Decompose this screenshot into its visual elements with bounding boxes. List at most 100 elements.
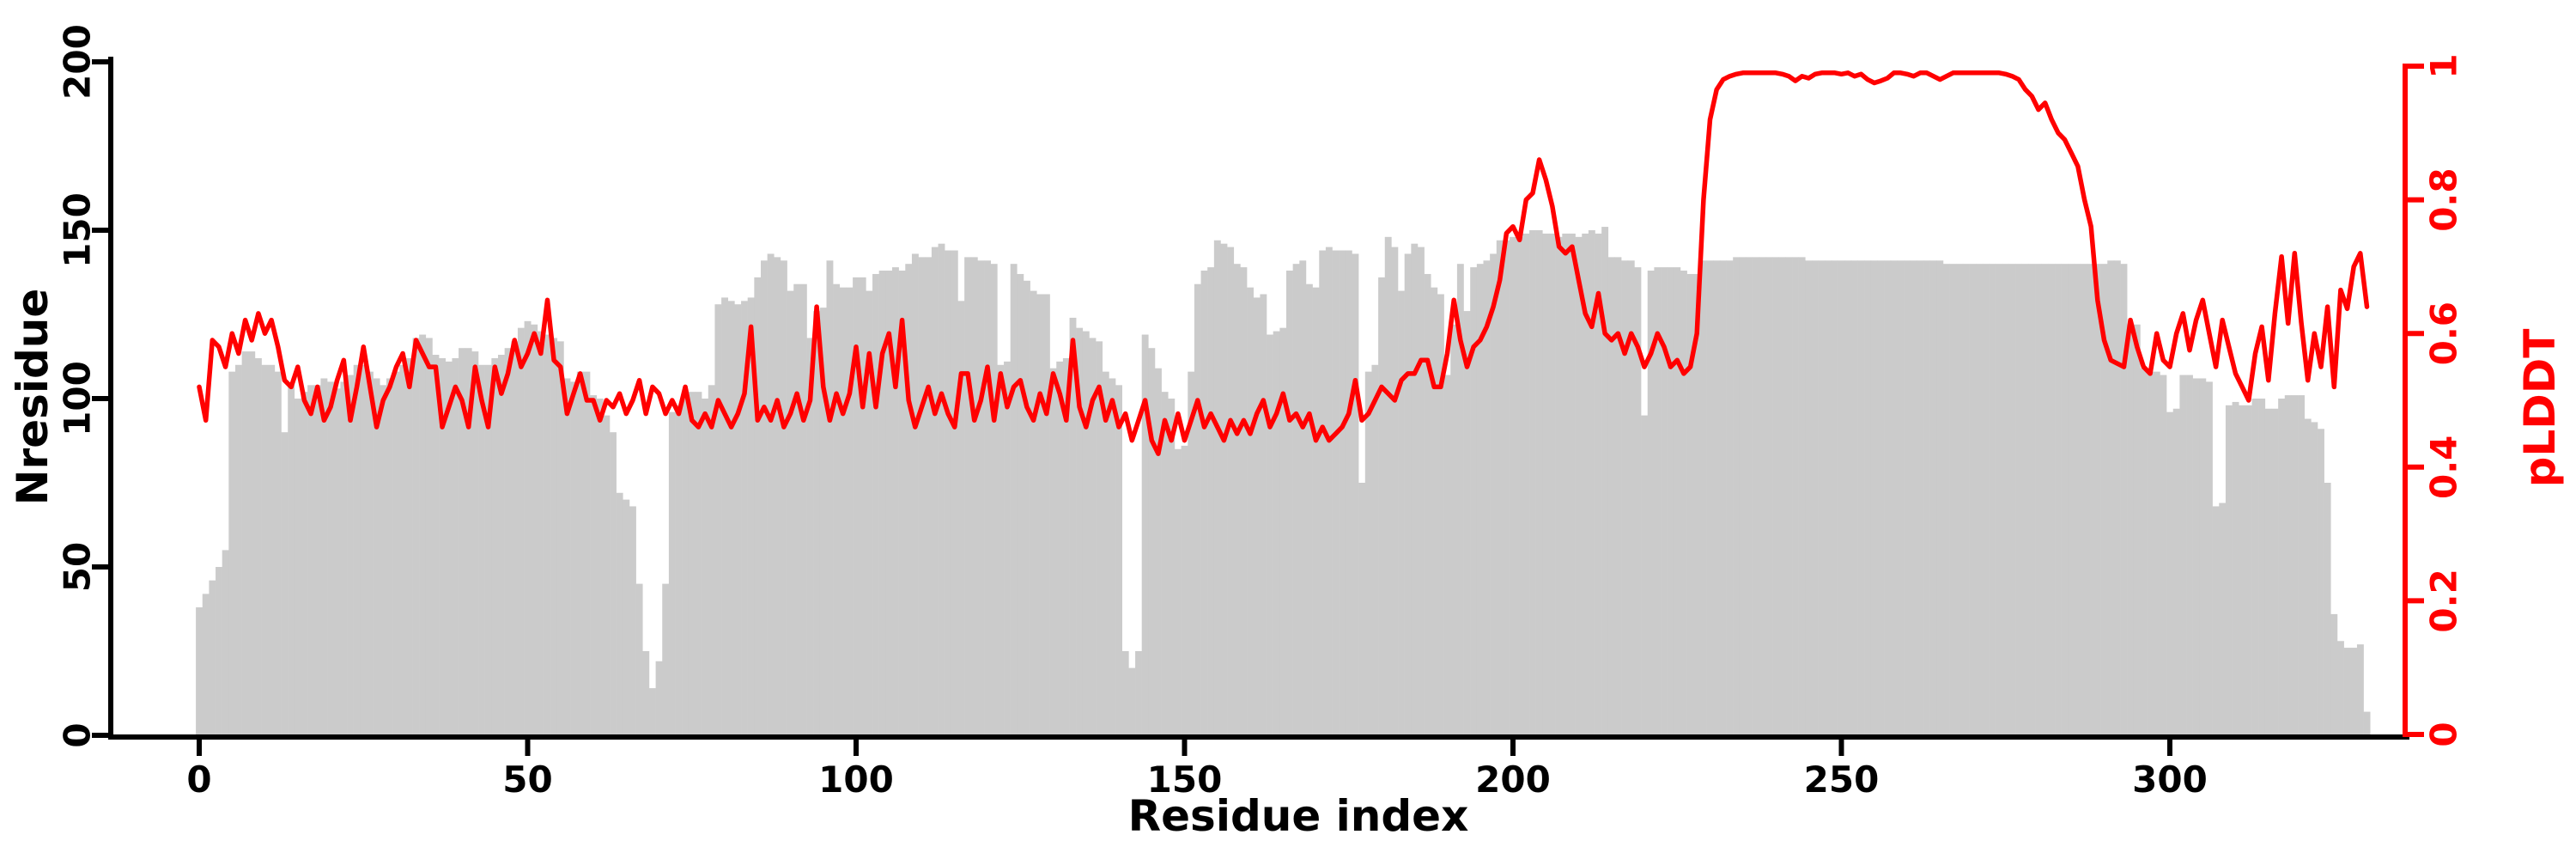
right-tick-label: 0.2 [2423,569,2465,632]
bar [281,432,289,735]
bar [1529,230,1536,735]
bar [1483,260,1491,735]
bar [1155,368,1162,735]
bar [353,364,361,735]
bar [1424,273,1431,736]
plddt-line [197,70,2370,456]
bar [1305,283,1313,736]
bar [2324,483,2331,735]
bar [1838,260,1845,735]
bar [1844,260,1852,735]
bar [386,378,393,735]
bar [2337,641,2344,735]
bar [761,260,768,735]
bar [610,432,617,735]
bar [1956,264,1964,735]
bar [1996,264,2003,735]
bar [1220,243,1228,735]
bar [1253,297,1261,735]
bar [1128,667,1136,735]
bar [373,378,380,735]
bar [839,287,847,735]
bar [301,392,308,735]
bar [1818,260,1826,735]
bar [931,247,939,736]
right-tick-label: 0.6 [2423,302,2465,365]
bar [2068,264,2075,735]
bar [1030,290,1037,735]
bar [1378,277,1385,735]
bar [1358,483,1366,735]
bar [2291,395,2299,735]
bar [2219,503,2227,735]
bar [1686,273,1694,736]
bar [445,361,453,735]
bar [1719,260,1727,735]
bar [1332,250,1340,735]
bar [1943,264,1950,735]
bar [491,357,499,735]
x-axis: 0 50 100 150 200 250 300 [108,734,2409,801]
bar [1292,264,1300,735]
bar [1857,260,1865,735]
bar [1450,324,1458,735]
bar [1667,267,1674,735]
bar [1082,331,1090,735]
bar [806,338,814,735]
bar [872,273,879,736]
bar [2264,408,2272,735]
bar [222,550,229,735]
bar [629,506,636,735]
bar [596,399,604,735]
bar [1476,264,1484,735]
bar [241,351,249,735]
bar [1549,233,1556,735]
bar [892,267,899,735]
bar [1109,378,1116,735]
bar [1121,651,1129,735]
bar [327,381,334,735]
bar [498,355,505,735]
bar [2048,264,2056,735]
bar [853,277,860,735]
bar [1562,233,1570,735]
bar [1647,271,1655,735]
bar [846,287,854,735]
bar [228,371,236,735]
bar [1279,327,1287,735]
bar [392,371,400,735]
bar [1936,260,1944,735]
bar [1897,260,1905,735]
bar [478,364,485,735]
bar [452,357,459,735]
bar [274,371,282,735]
bar [898,271,906,735]
bar [1200,271,1208,735]
bar [964,257,972,735]
bar [2199,378,2207,735]
bar [648,688,656,735]
nresidue-bars [196,227,2371,736]
bar [1273,331,1280,735]
bar [1661,267,1668,735]
bar [320,378,328,735]
bar [1884,260,1892,735]
bar [1949,264,1957,735]
bar [1017,273,1024,736]
bar [288,385,295,735]
bar [1680,271,1687,735]
bar [209,580,216,735]
left-tick-label: 150 [57,192,99,268]
bar [878,271,886,735]
bar [1024,280,1030,735]
bar [655,661,663,735]
bar [563,378,571,735]
bar [2350,648,2358,735]
bar [977,260,985,735]
bar [2133,324,2141,735]
left-tick-label: 50 [57,542,99,592]
bar [997,364,1005,735]
bar [1319,250,1327,735]
bar [2055,264,2062,735]
x-tick-label: 50 [502,758,552,801]
